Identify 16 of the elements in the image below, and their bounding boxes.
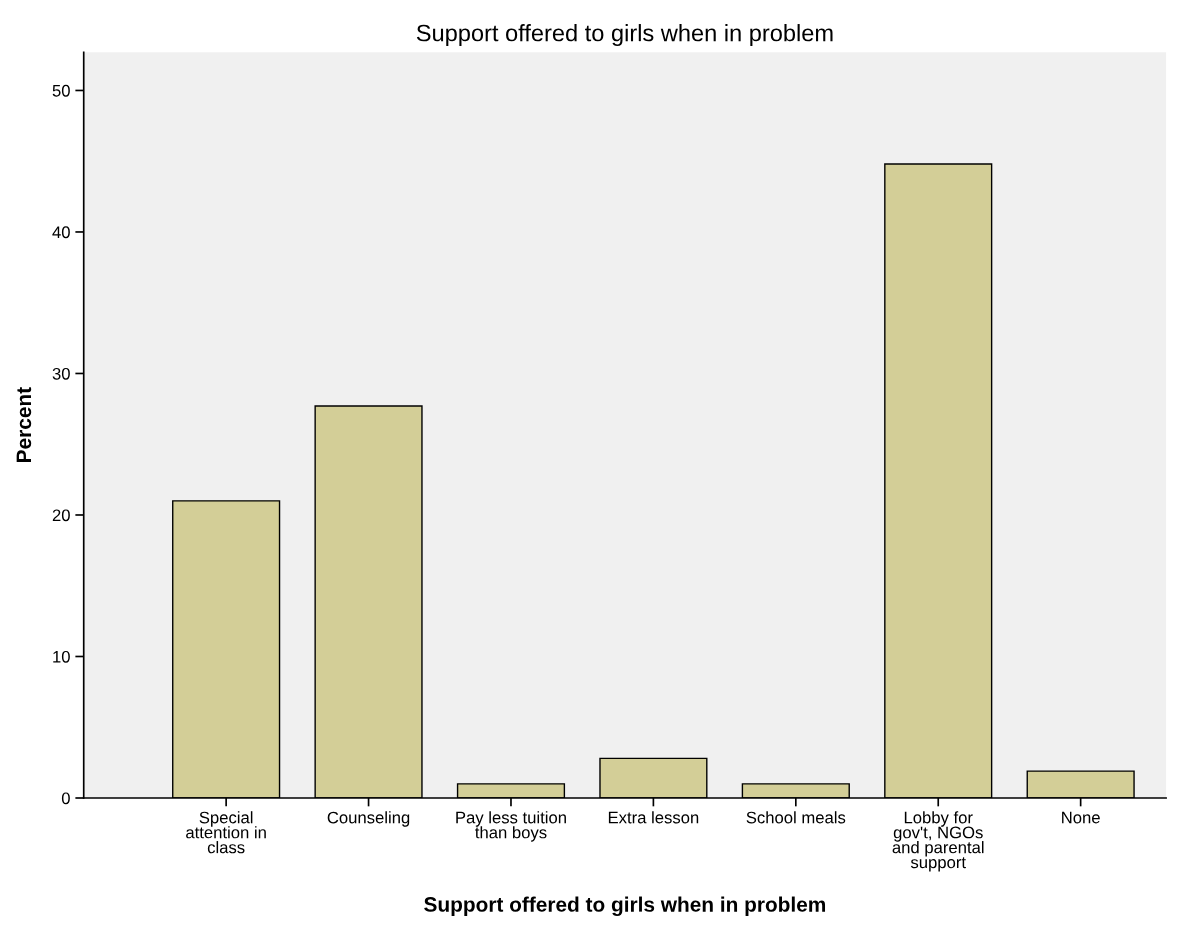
y-tick-label: 50 xyxy=(52,84,70,97)
y-tick-label: 30 xyxy=(52,367,70,380)
x-tick-label: School meals xyxy=(746,811,846,824)
y-tick-label: 20 xyxy=(52,509,70,522)
chart-title: Support offered to girls when in problem xyxy=(416,24,833,47)
y-tick-label: 10 xyxy=(53,650,70,663)
x-tick-label: Lobby for gov't, NGOs and parental support xyxy=(892,811,984,872)
y-tick-label: 40 xyxy=(52,226,70,239)
y-axis-title: Percent xyxy=(16,387,32,462)
x-tick-label: None xyxy=(1062,811,1100,824)
x-axis-title: Support offered to girls when in problem xyxy=(424,896,826,917)
x-tick-label: Special attention in class xyxy=(186,811,266,854)
x-tick-label: Extra lesson xyxy=(608,811,699,824)
x-tick-label: Pay less tuition than boys xyxy=(456,811,566,842)
y-tick-label: 0 xyxy=(61,792,70,805)
x-tick-label: Counseling xyxy=(327,811,410,827)
